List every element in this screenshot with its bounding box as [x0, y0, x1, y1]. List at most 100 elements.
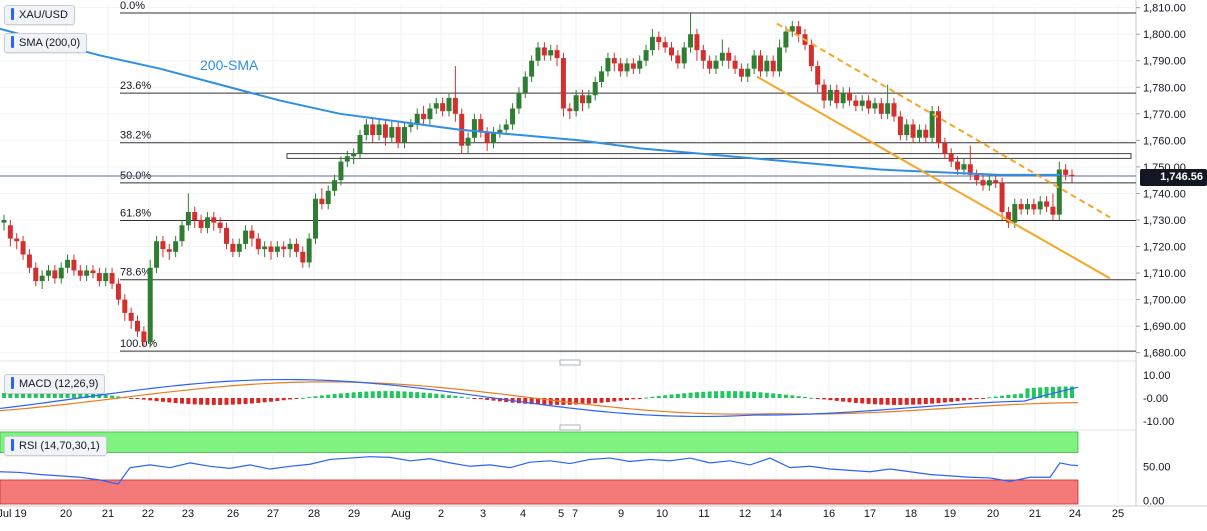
macd-histogram-bar	[834, 398, 839, 401]
bearish-candle	[707, 60, 713, 69]
bearish-candle	[26, 254, 32, 268]
x-axis-tick-label: 4	[520, 508, 526, 520]
rsi-indicator-label[interactable]: RSI (14,70,30,1)	[4, 436, 107, 456]
bearish-candle	[281, 246, 287, 250]
macd-histogram-bar	[199, 398, 204, 405]
macd-indicator-label[interactable]: MACD (12,26,9)	[4, 374, 106, 394]
macd-histogram-bar	[993, 396, 998, 398]
macd-histogram-bar	[822, 398, 827, 400]
macd-histogram-bar	[866, 398, 871, 404]
bullish-candle	[236, 243, 242, 252]
macd-histogram-bar	[892, 398, 896, 405]
bearish-candle	[738, 68, 744, 77]
macd-histogram-bar	[898, 398, 903, 405]
x-axis-tick-label: 10	[656, 508, 668, 520]
macd-histogram-bar	[40, 391, 45, 398]
x-axis-tick-label: 5	[558, 508, 564, 520]
y-axis-tick-label: 1,790.00	[1143, 56, 1186, 68]
macd-histogram-bar	[1000, 395, 1005, 398]
bearish-candle	[52, 270, 58, 279]
macd-histogram-bar	[338, 393, 343, 398]
macd-histogram-bar	[987, 397, 992, 399]
macd-histogram-bar	[224, 398, 229, 405]
macd-line	[0, 378, 1079, 418]
bearish-candle	[192, 212, 198, 220]
macd-histogram-bar	[516, 398, 521, 404]
bullish-candle	[103, 273, 109, 282]
bearish-candle	[71, 259, 77, 271]
bearish-candle	[421, 113, 427, 120]
bearish-candle	[834, 89, 840, 104]
bullish-candle	[491, 132, 496, 144]
bearish-candle	[847, 92, 852, 101]
bullish-candle	[904, 124, 910, 136]
bearish-candle	[478, 119, 484, 133]
symbol-label[interactable]: XAU/USD	[4, 5, 75, 25]
fibonacci-level-label: 0.0%	[120, 0, 145, 12]
sma-indicator-label[interactable]: SMA (200,0)	[4, 33, 88, 53]
macd-histogram-bar	[567, 398, 572, 405]
y-axis-tick-label: 1,700.00	[1143, 295, 1186, 307]
bearish-candle	[1069, 174, 1075, 177]
bearish-candle	[891, 103, 897, 117]
macd-histogram-bar	[625, 398, 629, 400]
bearish-candle	[255, 238, 261, 250]
macd-histogram-bar	[154, 398, 159, 402]
y-axis-tick-label: 1,760.00	[1143, 135, 1186, 147]
macd-histogram-bar	[84, 392, 89, 398]
bearish-candle	[77, 270, 83, 276]
macd-histogram-bar	[218, 398, 223, 405]
macd-histogram-bar	[59, 391, 64, 398]
macd-histogram-bar	[402, 391, 407, 398]
macd-histogram-bar	[326, 394, 331, 398]
macd-histogram-bar	[955, 398, 960, 402]
bearish-candle	[1050, 206, 1056, 215]
macd-histogram-bar	[281, 398, 286, 401]
bullish-candle	[465, 137, 471, 146]
bullish-candle	[363, 124, 369, 136]
macd-histogram-bar	[300, 397, 305, 399]
fibonacci-level-label: 23.6%	[120, 80, 151, 92]
macd-histogram-bar	[116, 396, 121, 398]
bearish-candle	[319, 198, 325, 205]
macd-histogram-bar	[466, 397, 471, 399]
bullish-candle	[605, 58, 611, 72]
fibonacci-level-label: 78.6%	[120, 267, 151, 279]
y-axis-tick-label: 1,730.00	[1143, 215, 1186, 227]
bearish-candle	[14, 238, 20, 242]
bullish-candle	[262, 246, 268, 250]
bullish-candle	[688, 34, 694, 48]
bearish-candle	[936, 111, 941, 144]
bearish-candle	[128, 312, 134, 321]
macd-histogram-bar	[1012, 394, 1017, 398]
macd-histogram-bar	[135, 398, 140, 399]
macd-histogram-bar	[803, 396, 807, 398]
y-axis-tick-label: 1,720.00	[1143, 242, 1186, 254]
bearish-candle	[910, 124, 916, 138]
macd-histogram-bar	[211, 398, 216, 405]
macd-histogram-bar	[192, 398, 197, 405]
macd-histogram-bar	[351, 392, 356, 398]
macd-histogram-bar	[942, 398, 947, 403]
macd-histogram-bar	[129, 398, 134, 399]
bullish-candle	[503, 124, 509, 130]
macd-histogram-bar	[1038, 387, 1043, 398]
bullish-candle	[46, 270, 51, 276]
bearish-candle	[452, 97, 458, 114]
bearish-candle	[808, 44, 814, 67]
macd-histogram-bar	[97, 394, 102, 398]
rsi-line	[0, 456, 1079, 485]
x-axis-tick-label: 20	[60, 508, 72, 520]
bullish-candle	[586, 95, 592, 104]
x-axis-tick-label: 2	[438, 508, 444, 520]
rsi-y-axis-label: 50.00	[1143, 461, 1171, 473]
bullish-candle	[548, 50, 554, 56]
macd-histogram-bar	[885, 398, 890, 405]
macd-histogram-bar	[485, 398, 490, 400]
bearish-candle	[815, 66, 821, 85]
bullish-candle	[376, 124, 382, 136]
bullish-candle	[643, 50, 649, 61]
macd-histogram-bar	[294, 398, 299, 399]
